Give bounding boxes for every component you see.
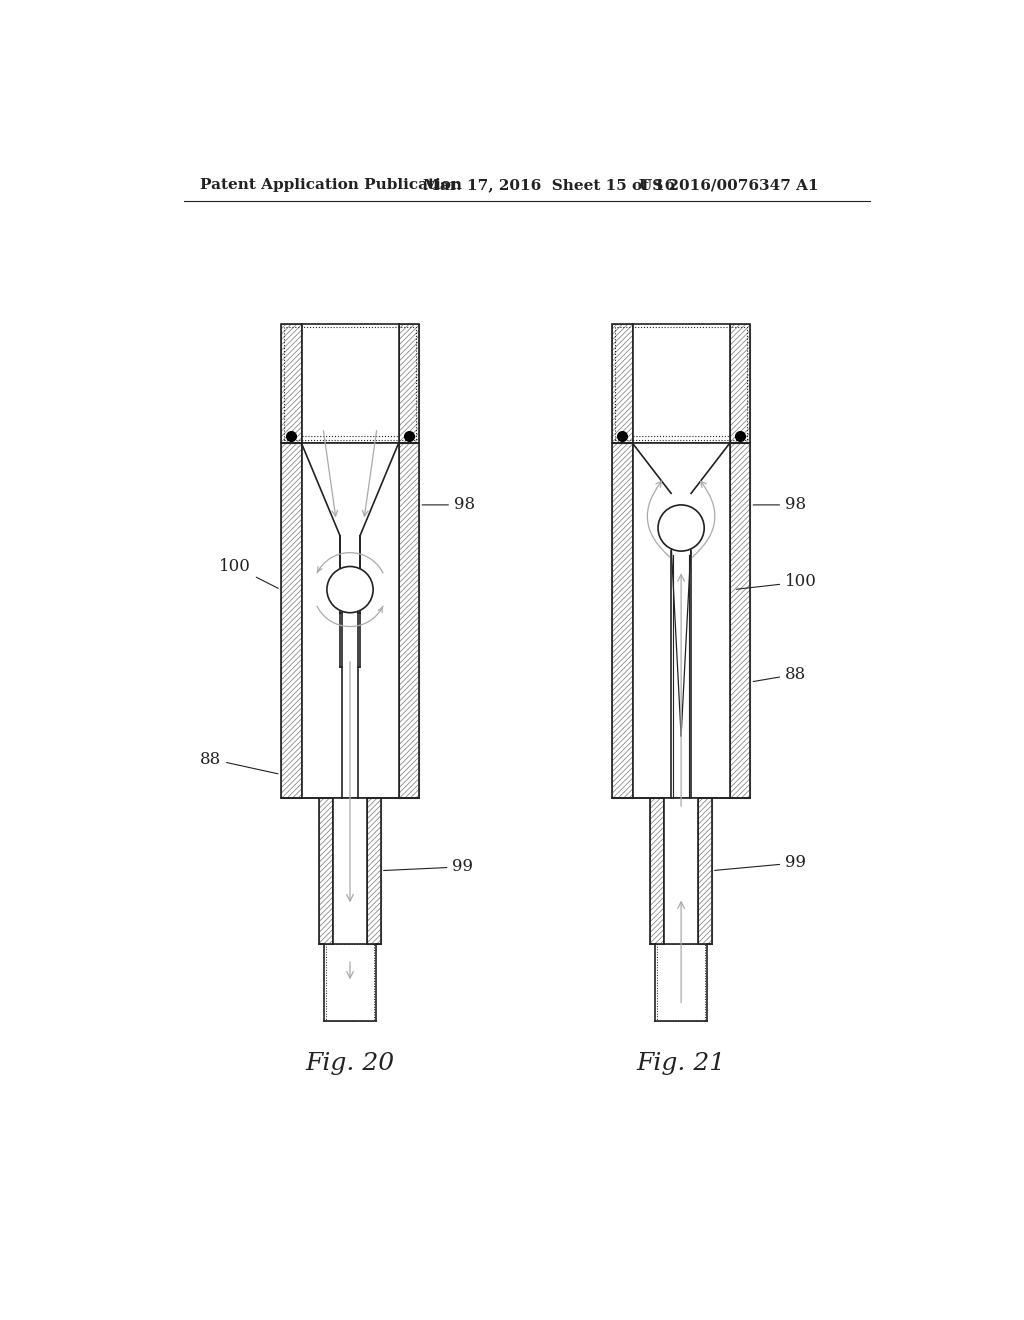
- Bar: [281, 323, 301, 444]
- Bar: [633, 444, 730, 797]
- Text: Fig. 21: Fig. 21: [637, 1052, 726, 1074]
- Bar: [611, 444, 633, 797]
- Text: 88: 88: [753, 665, 806, 682]
- Bar: [398, 444, 419, 797]
- Bar: [284, 327, 416, 441]
- Bar: [367, 797, 381, 944]
- Bar: [650, 797, 665, 944]
- Bar: [665, 797, 698, 944]
- Bar: [730, 444, 751, 797]
- Bar: [730, 444, 751, 797]
- Text: Fig. 20: Fig. 20: [305, 1052, 394, 1074]
- Bar: [698, 797, 712, 944]
- Bar: [398, 323, 419, 444]
- Text: 99: 99: [384, 858, 473, 875]
- Text: Mar. 17, 2016  Sheet 15 of 16: Mar. 17, 2016 Sheet 15 of 16: [423, 178, 676, 193]
- Bar: [319, 797, 333, 944]
- Bar: [730, 323, 751, 444]
- Text: 100: 100: [736, 573, 817, 590]
- Text: 88: 88: [200, 751, 278, 774]
- Bar: [633, 323, 730, 444]
- Text: 98: 98: [422, 496, 475, 513]
- Bar: [398, 323, 419, 444]
- Bar: [301, 323, 398, 444]
- Bar: [650, 797, 665, 944]
- Text: 99: 99: [715, 854, 806, 871]
- Bar: [326, 944, 374, 1020]
- Bar: [657, 944, 705, 1020]
- Circle shape: [658, 504, 705, 552]
- Text: US 2016/0076347 A1: US 2016/0076347 A1: [639, 178, 818, 193]
- Bar: [301, 444, 398, 797]
- Bar: [398, 444, 419, 797]
- Circle shape: [327, 566, 373, 612]
- Bar: [281, 323, 301, 444]
- Bar: [367, 797, 381, 944]
- Bar: [730, 323, 751, 444]
- Bar: [281, 444, 301, 797]
- Bar: [611, 323, 633, 444]
- Text: 100: 100: [219, 558, 279, 589]
- Bar: [333, 797, 367, 944]
- Text: 98: 98: [754, 496, 806, 513]
- Bar: [611, 444, 633, 797]
- Bar: [698, 797, 712, 944]
- Bar: [611, 323, 633, 444]
- Bar: [319, 797, 333, 944]
- Text: Patent Application Publication: Patent Application Publication: [200, 178, 462, 193]
- Bar: [614, 327, 748, 441]
- Bar: [281, 444, 301, 797]
